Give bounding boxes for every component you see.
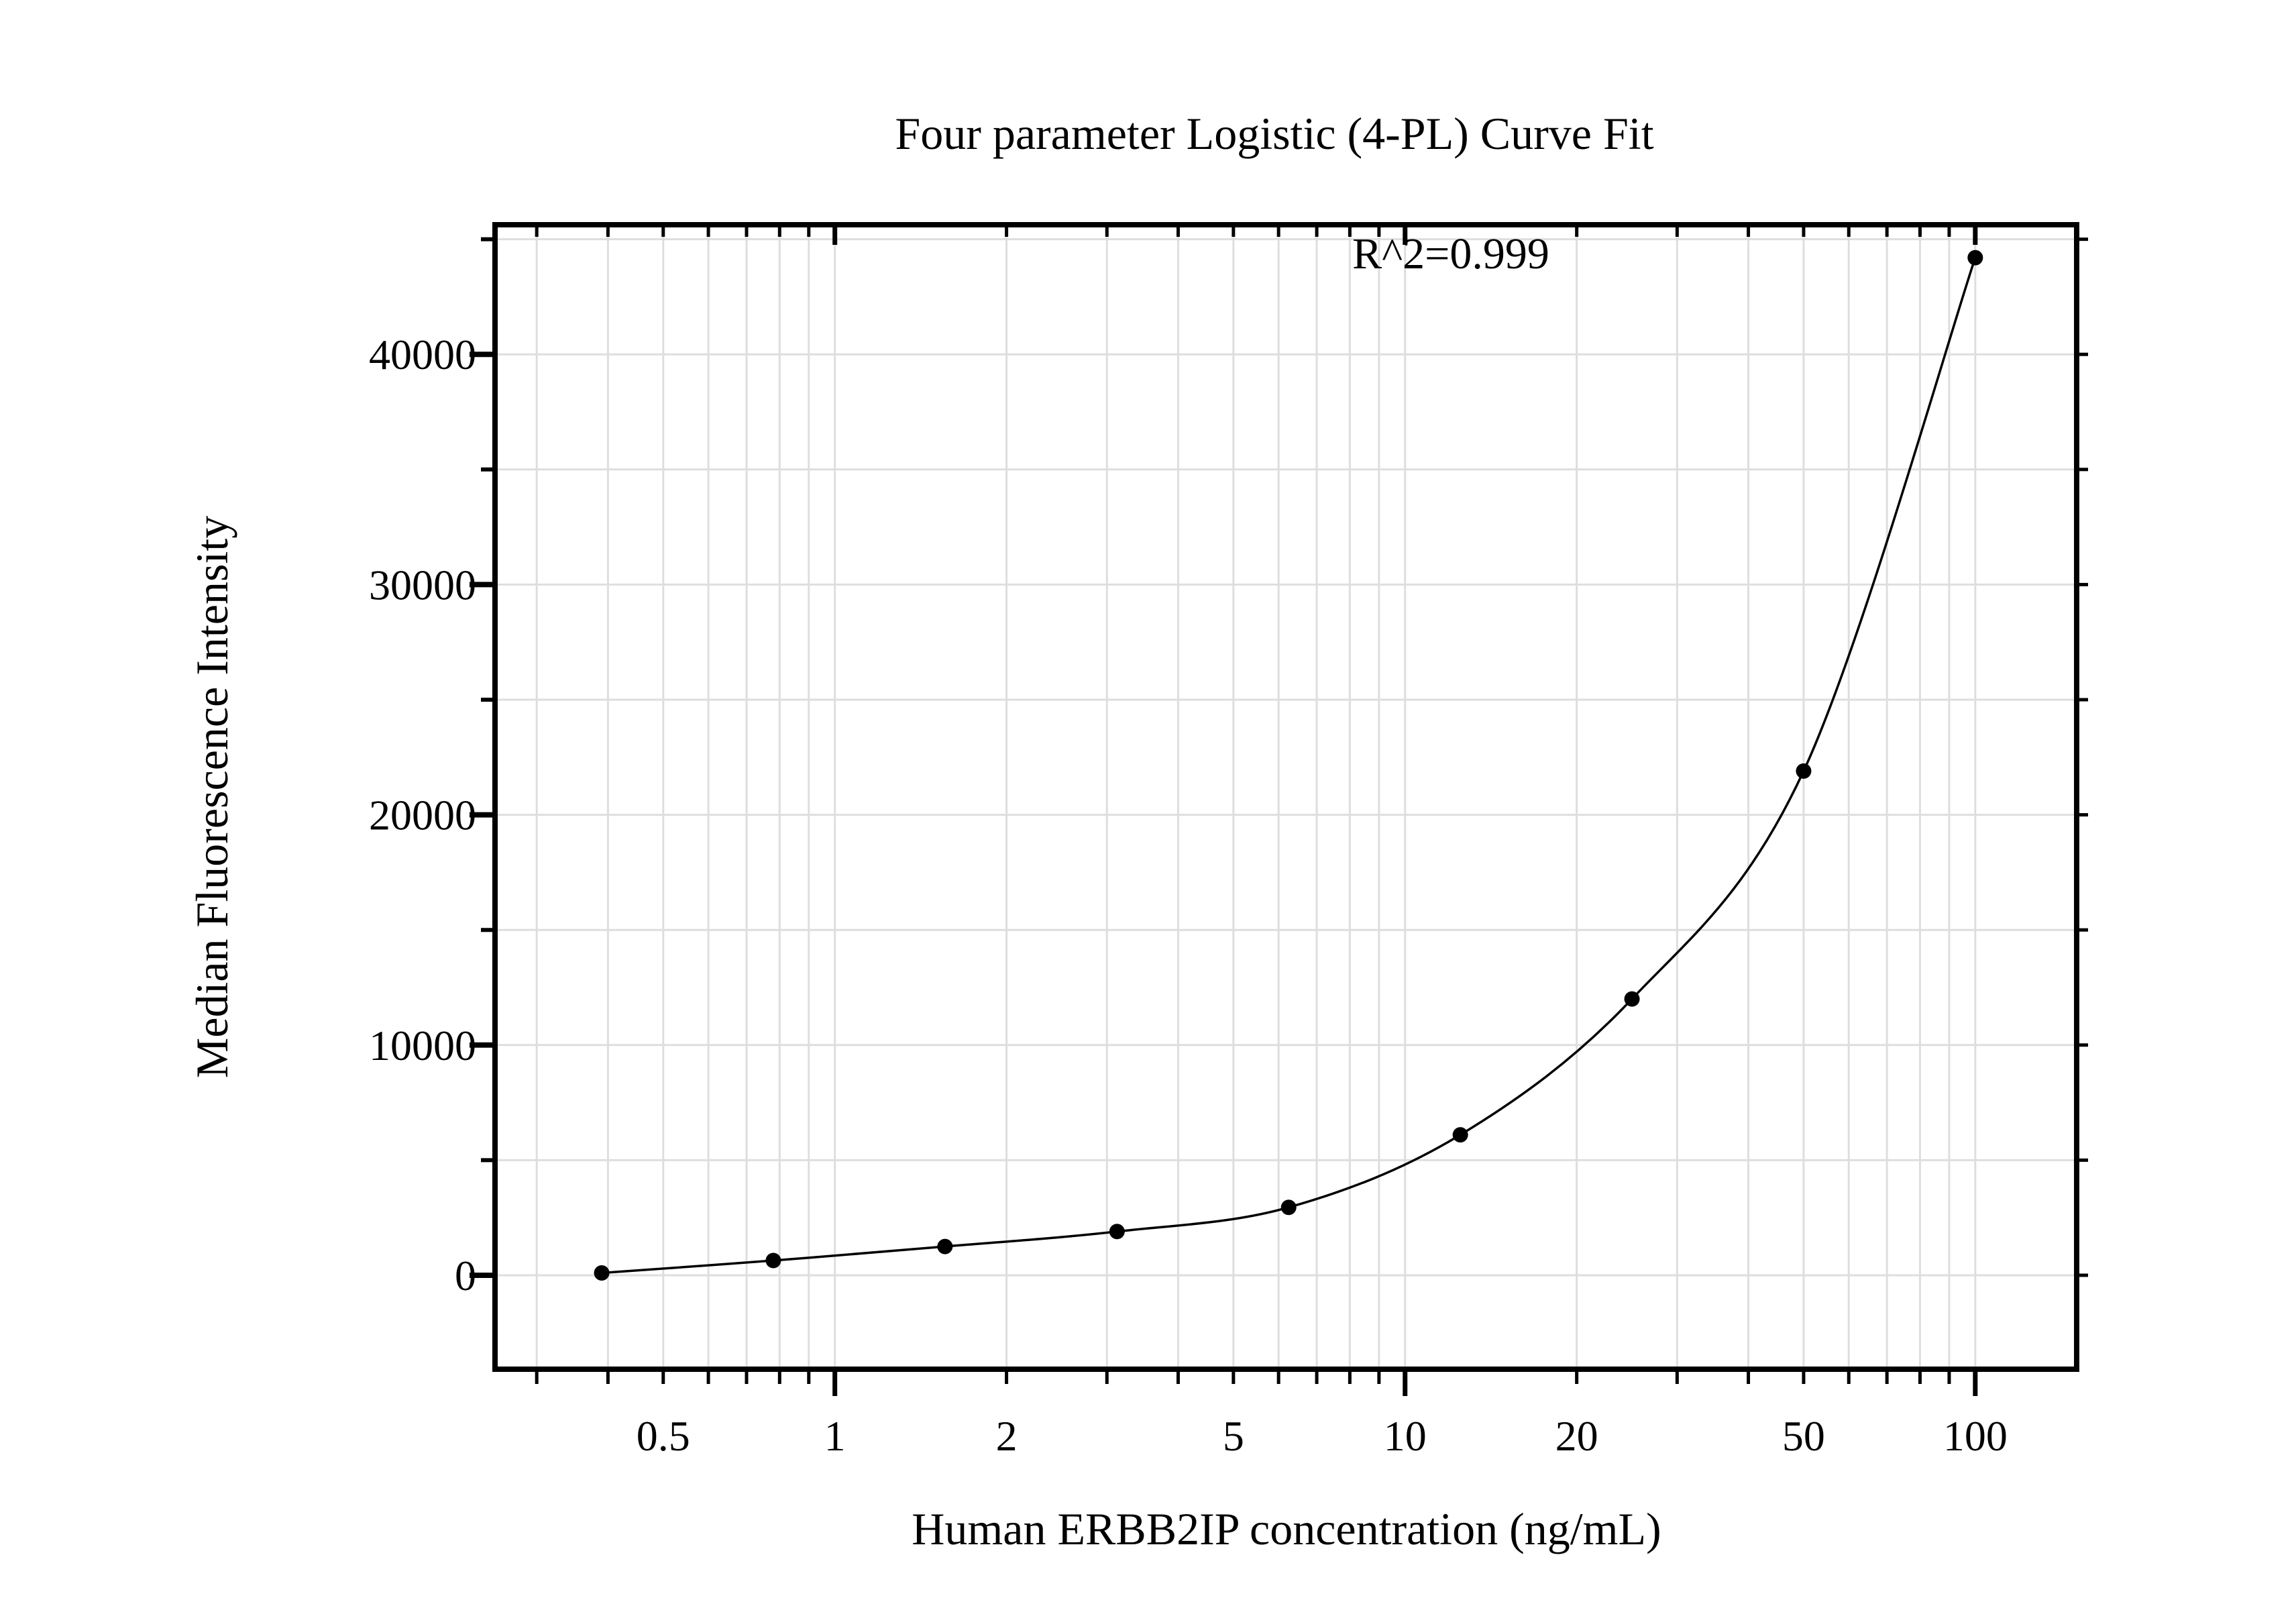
x-tick-label: 5 [1223,1412,1244,1460]
data-point [765,1252,781,1269]
x-tick-label: 10 [1384,1412,1427,1460]
x-tick-label: 2 [996,1412,1018,1460]
x-tick-label: 0.5 [637,1412,690,1460]
plot-frame [492,222,2079,1372]
y-tick-label: 10000 [369,1022,476,1069]
y-tick-label: 0 [455,1252,476,1299]
data-points [594,250,1983,1281]
chart-title: Four parameter Logistic (4-PL) Curve Fit [895,108,1653,159]
data-point [1109,1224,1125,1240]
data-point [594,1265,610,1281]
axis-ticks [470,227,2088,1396]
x-tick-label: 50 [1782,1412,1825,1460]
x-tick-label: 1 [824,1412,846,1460]
fit-curve [601,257,1977,1275]
y-tick-label: 40000 [369,331,476,378]
r-squared-annotation: R^2=0.999 [1352,229,1549,278]
y-tick-labels: 0 10000 20000 30000 40000 [369,331,476,1299]
data-point [1967,250,1983,266]
x-tick-label: 100 [1943,1412,2008,1460]
data-point [1796,763,1812,779]
data-point [937,1238,953,1254]
gridlines [495,225,2077,1369]
data-point [1280,1199,1297,1216]
x-tick-labels: 0.5 1 2 5 10 20 50 100 [637,1412,2008,1460]
x-axis-label: Human ERBB2IP concentration (ng/mL) [912,1503,1661,1554]
y-tick-label: 20000 [369,792,476,839]
x-tick-label: 20 [1555,1412,1598,1460]
y-tick-label: 30000 [369,561,476,608]
data-point [1624,991,1640,1007]
y-axis-label: Median Fluorescence Intensity [186,516,237,1078]
data-point [1452,1127,1468,1143]
